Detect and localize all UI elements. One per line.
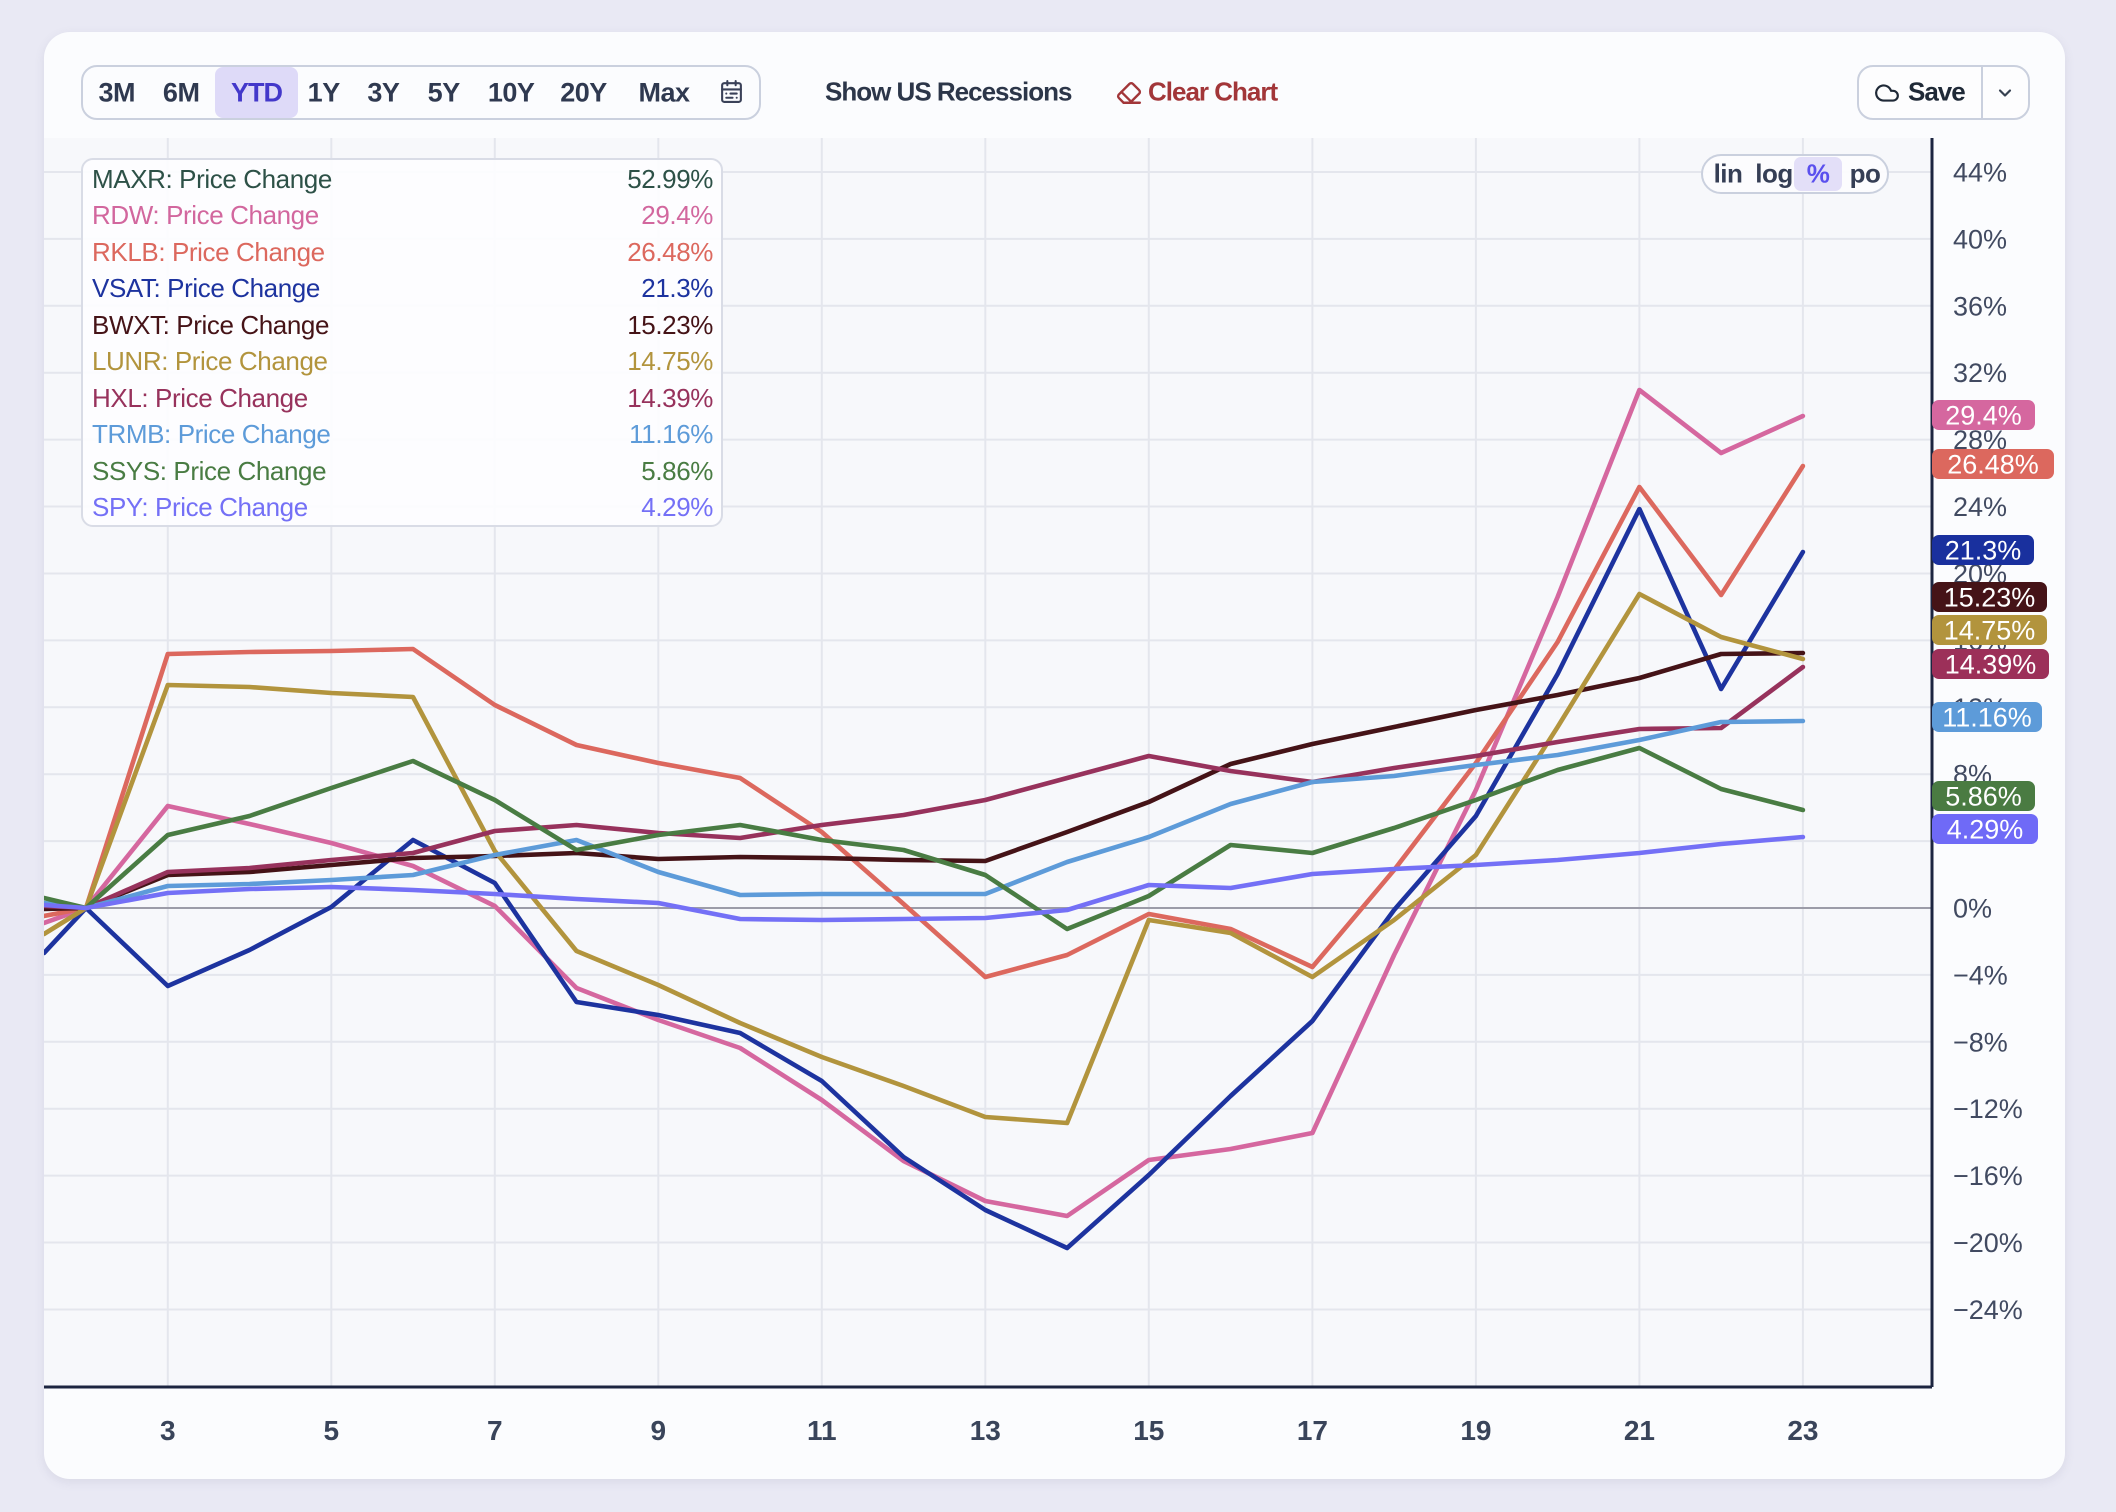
svg-text:26.48%: 26.48% xyxy=(1947,450,2039,480)
svg-text:17: 17 xyxy=(1297,1415,1328,1446)
svg-text:3: 3 xyxy=(160,1415,176,1446)
svg-text:19: 19 xyxy=(1460,1415,1491,1446)
svg-text:−8%: −8% xyxy=(1953,1027,2008,1057)
svg-text:29.4%: 29.4% xyxy=(1945,401,2022,431)
svg-text:15.23%: 15.23% xyxy=(1944,583,2036,613)
svg-text:−24%: −24% xyxy=(1953,1295,2023,1325)
svg-text:4.29%: 4.29% xyxy=(1947,815,2024,845)
svg-text:14.39%: 14.39% xyxy=(1945,650,2037,680)
svg-text:−16%: −16% xyxy=(1953,1161,2023,1191)
svg-text:5.86%: 5.86% xyxy=(1945,782,2022,812)
svg-text:21.3%: 21.3% xyxy=(1945,536,2022,566)
svg-text:13: 13 xyxy=(970,1415,1001,1446)
svg-text:9: 9 xyxy=(651,1415,667,1446)
svg-text:−12%: −12% xyxy=(1953,1094,2023,1124)
svg-text:11.16%: 11.16% xyxy=(1942,703,2032,733)
svg-text:15: 15 xyxy=(1133,1415,1164,1446)
svg-text:24%: 24% xyxy=(1953,492,2007,522)
svg-text:14.75%: 14.75% xyxy=(1944,616,2036,646)
svg-text:40%: 40% xyxy=(1953,224,2007,254)
svg-text:44%: 44% xyxy=(1953,158,2007,188)
svg-text:36%: 36% xyxy=(1953,291,2007,321)
svg-text:5: 5 xyxy=(324,1415,340,1446)
svg-text:23: 23 xyxy=(1787,1415,1818,1446)
svg-text:−4%: −4% xyxy=(1953,960,2008,990)
svg-text:32%: 32% xyxy=(1953,358,2007,388)
svg-text:11: 11 xyxy=(807,1415,837,1446)
svg-text:7: 7 xyxy=(487,1415,503,1446)
svg-text:21: 21 xyxy=(1624,1415,1655,1446)
svg-text:−20%: −20% xyxy=(1953,1228,2023,1258)
svg-text:0%: 0% xyxy=(1953,894,1992,924)
